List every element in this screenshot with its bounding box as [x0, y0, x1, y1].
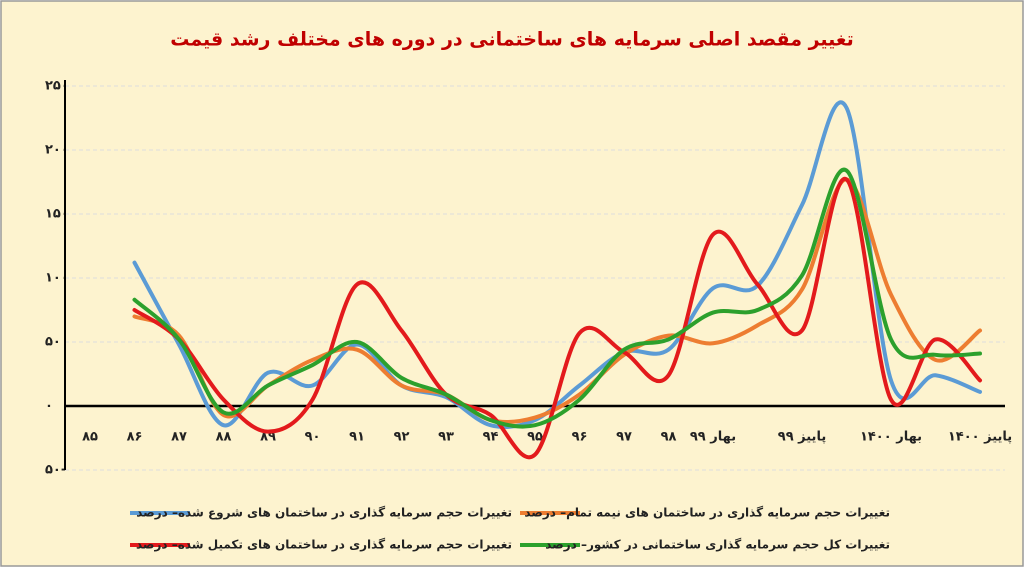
- series-line: [132, 177, 982, 460]
- x-tick-label: ۹۶: [572, 430, 588, 445]
- x-tick-label: ۸۶: [127, 430, 143, 445]
- series-line: [132, 100, 982, 430]
- chart-title: تغییر مقصد اصلی سرمایه های ساختمانی در د…: [170, 29, 854, 51]
- y-tick-label: ۱۰۰: [45, 271, 69, 286]
- x-tick-label: ۹۱: [349, 430, 365, 445]
- y-tick-label: ۲۰۰: [45, 143, 69, 158]
- x-tick-label: ۸۵: [82, 430, 98, 445]
- legend-label: تغییرات حجم سرمایه گذاری در ساختمان های …: [136, 538, 512, 552]
- x-tick-label: ۹۰: [305, 430, 321, 445]
- legend-label: تغییرات کل حجم سرمایه گذاری ساختمانی در …: [545, 538, 890, 553]
- x-tick-label: ۹۲: [394, 430, 410, 445]
- legend-label: تغییرات حجم سرمایه گذاری در ساختمان های …: [136, 506, 512, 521]
- x-tick-label: بهار ۹۹: [690, 430, 736, 445]
- x-tick-label: ۹۷: [616, 430, 632, 445]
- x-tick-label: ۹۸: [661, 430, 677, 445]
- y-tick-label: ۵۰: [45, 335, 61, 350]
- x-tick-label: ۹۵: [527, 430, 543, 445]
- y-tick-label: ۱۵۰: [45, 207, 69, 222]
- y-tick-label: ۲۵۰: [45, 79, 69, 94]
- x-tick-label: ۸۷: [171, 430, 187, 445]
- x-tick-label: ۹۴: [483, 430, 499, 445]
- legend-label: تغییرات حجم سرمایه گذاری در ساختمان های …: [524, 506, 890, 521]
- x-tick-label: پاییز ۱۴۰۰: [948, 430, 1012, 445]
- series-line: [132, 167, 982, 429]
- y-tick-label: ۰: [45, 399, 53, 414]
- x-tick-label: پاییز ۹۹: [778, 430, 826, 445]
- y-tick-label: -۵۰: [45, 463, 66, 478]
- x-tick-label: ۸۸: [216, 430, 232, 445]
- x-tick-label: بهار ۱۴۰۰: [860, 430, 922, 445]
- x-tick-label: ۹۳: [438, 430, 454, 445]
